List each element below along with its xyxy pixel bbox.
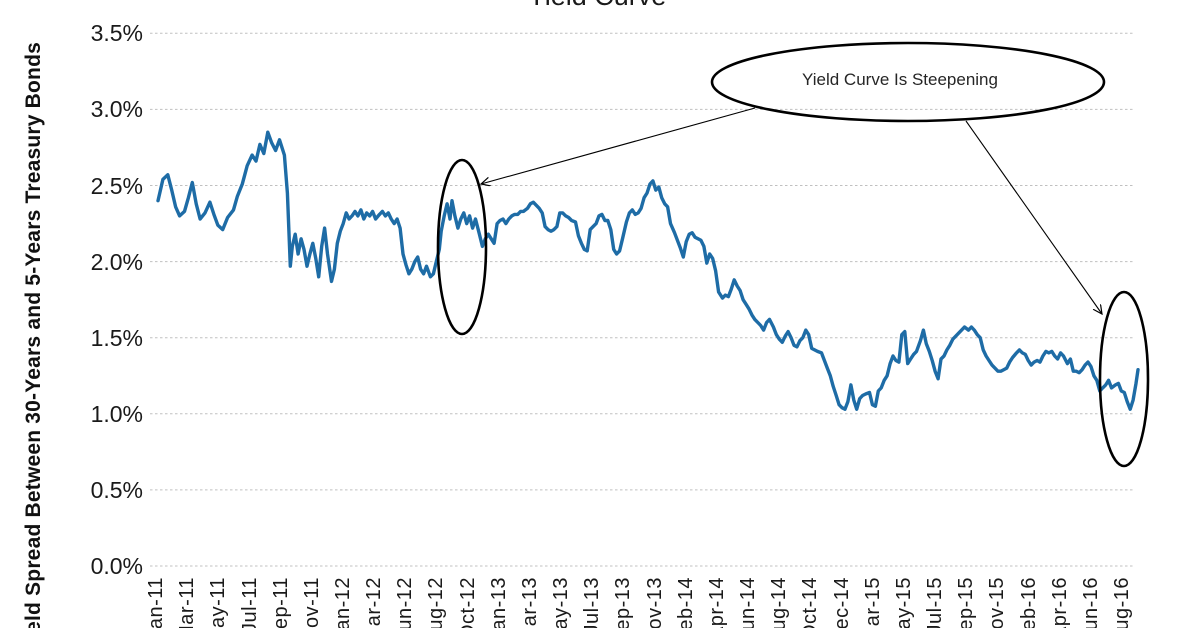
y-tick-label: 1.0%: [90, 401, 143, 427]
gridlines: [150, 32, 1133, 567]
y-tick-label: 2.0%: [90, 249, 143, 275]
x-tick-label: Jun-14: [737, 577, 759, 628]
y-tick-label: 1.5%: [90, 325, 143, 351]
x-tick-label: Nov-15: [986, 577, 1009, 628]
x-tick-label: Aug-14: [768, 577, 791, 628]
x-tick-label: Mar-12: [363, 577, 386, 628]
arrow-to-2016-circle: [965, 120, 1102, 314]
x-tick-label: Apr-14: [705, 577, 728, 628]
x-tick-label: Jan-13: [487, 577, 510, 628]
x-tick-label: Nov-13: [643, 577, 666, 628]
x-tick-label: Mar-13: [518, 577, 541, 628]
spread-line-series: [156, 130, 1140, 411]
x-tick-label: May-15: [892, 577, 915, 628]
x-tick-label: Mar-15: [861, 577, 884, 628]
y-tick-label: 0.0%: [90, 553, 143, 579]
y-tick-label: 3.0%: [90, 96, 143, 122]
x-tick-label: Jan-12: [332, 577, 354, 628]
y-tick-label: 3.5%: [90, 20, 143, 46]
circle-2012-steepening: [436, 158, 488, 336]
x-tick-label: Sep-15: [955, 577, 978, 628]
x-tick-label: Oct-14: [799, 577, 822, 628]
annotations: [436, 41, 1150, 468]
x-tick-label: Oct-12: [456, 577, 479, 628]
x-tick-label: Sep-13: [612, 577, 635, 628]
x-tick-label: Jun-12: [394, 577, 417, 628]
callout-label: Yield Curve Is Steepening: [802, 70, 998, 89]
chart-title: Yield Curve: [447, 0, 747, 10]
y-tick-label: 2.5%: [90, 173, 143, 199]
x-tick-label: Sep-11: [269, 577, 292, 628]
callout-ellipse: [710, 41, 1106, 123]
x-tick-label: Feb-14: [674, 577, 697, 628]
y-tick-label: 0.5%: [90, 477, 143, 503]
x-tick-label: Dec-14: [830, 577, 853, 628]
x-tick-label: Aug-12: [425, 577, 448, 628]
x-tick-label: Jan-11: [145, 577, 167, 628]
x-tick-label: Nov-11: [300, 577, 323, 628]
x-tick-label: May-11: [207, 577, 230, 628]
x-tick-label: Jul-11: [238, 577, 261, 628]
x-tick-label: Mar-11: [176, 577, 199, 628]
arrow-to-2012-circle: [481, 107, 756, 184]
x-tick-label: Jul-15: [924, 577, 946, 628]
circle-2016-steepening: [1098, 290, 1150, 468]
x-tick-label: Aug-16: [1111, 577, 1133, 628]
x-tick-label: Jul-13: [581, 577, 604, 628]
x-tick-label: May-13: [550, 577, 573, 628]
x-tick-label: Jun-16: [1079, 577, 1102, 628]
x-tick-label: Apr-16: [1048, 577, 1071, 628]
x-tick-label: Feb-16: [1017, 577, 1040, 628]
spread-line: [156, 130, 1140, 411]
